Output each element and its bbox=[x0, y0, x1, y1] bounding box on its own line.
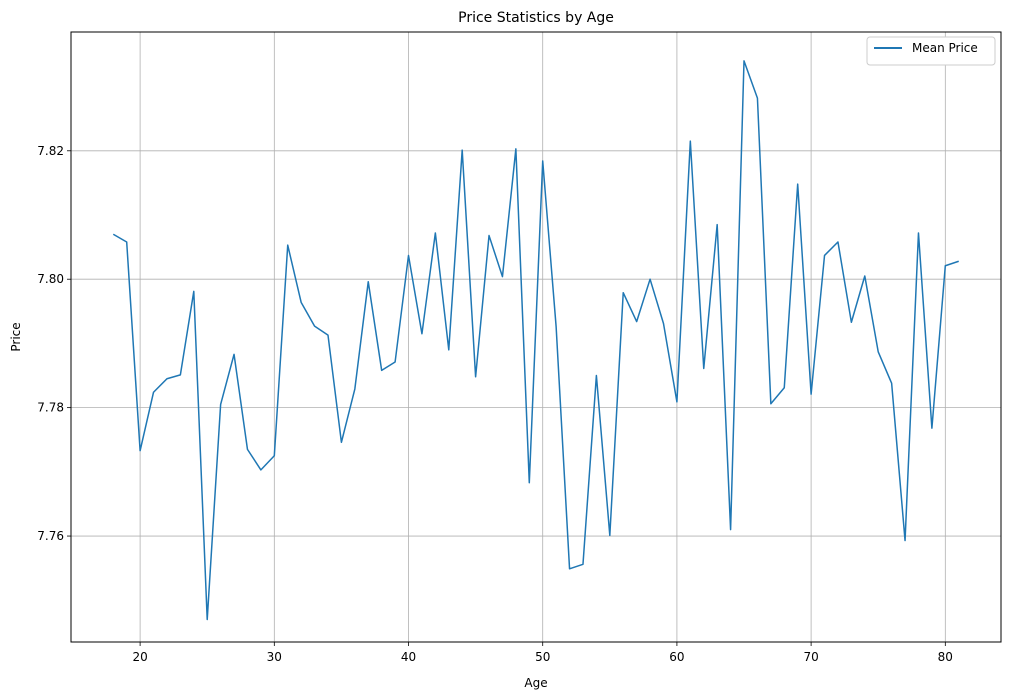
y-tick-label: 7.82 bbox=[37, 144, 64, 158]
series-layer bbox=[112, 60, 959, 621]
legend: Mean Price bbox=[866, 36, 996, 66]
x-tick-label: 60 bbox=[669, 650, 684, 664]
x-tick-label: 70 bbox=[803, 650, 818, 664]
legend-box bbox=[866, 36, 996, 66]
y-tick-label: 7.80 bbox=[37, 272, 64, 286]
y-tick-label: 7.78 bbox=[37, 401, 64, 415]
x-tick-label: 20 bbox=[132, 650, 147, 664]
y-tick-label: 7.76 bbox=[37, 529, 64, 543]
x-tick-label: 40 bbox=[401, 650, 416, 664]
x-axis-label: Age bbox=[524, 676, 547, 690]
x-tick-label: 80 bbox=[938, 650, 953, 664]
ticks: 20 30 40 50 60 70 80 7.76 7.78 7.80 7.82 bbox=[37, 144, 953, 664]
series-line-mean-price bbox=[112, 60, 959, 621]
x-tick-label: 50 bbox=[535, 650, 550, 664]
y-axis-label: Price bbox=[9, 322, 23, 351]
plot-frame bbox=[70, 31, 1002, 643]
chart-title: Price Statistics by Age bbox=[458, 10, 614, 26]
grid bbox=[71, 32, 1001, 642]
legend-label-mean-price: Mean Price bbox=[912, 41, 978, 55]
x-tick-label: 30 bbox=[267, 650, 282, 664]
